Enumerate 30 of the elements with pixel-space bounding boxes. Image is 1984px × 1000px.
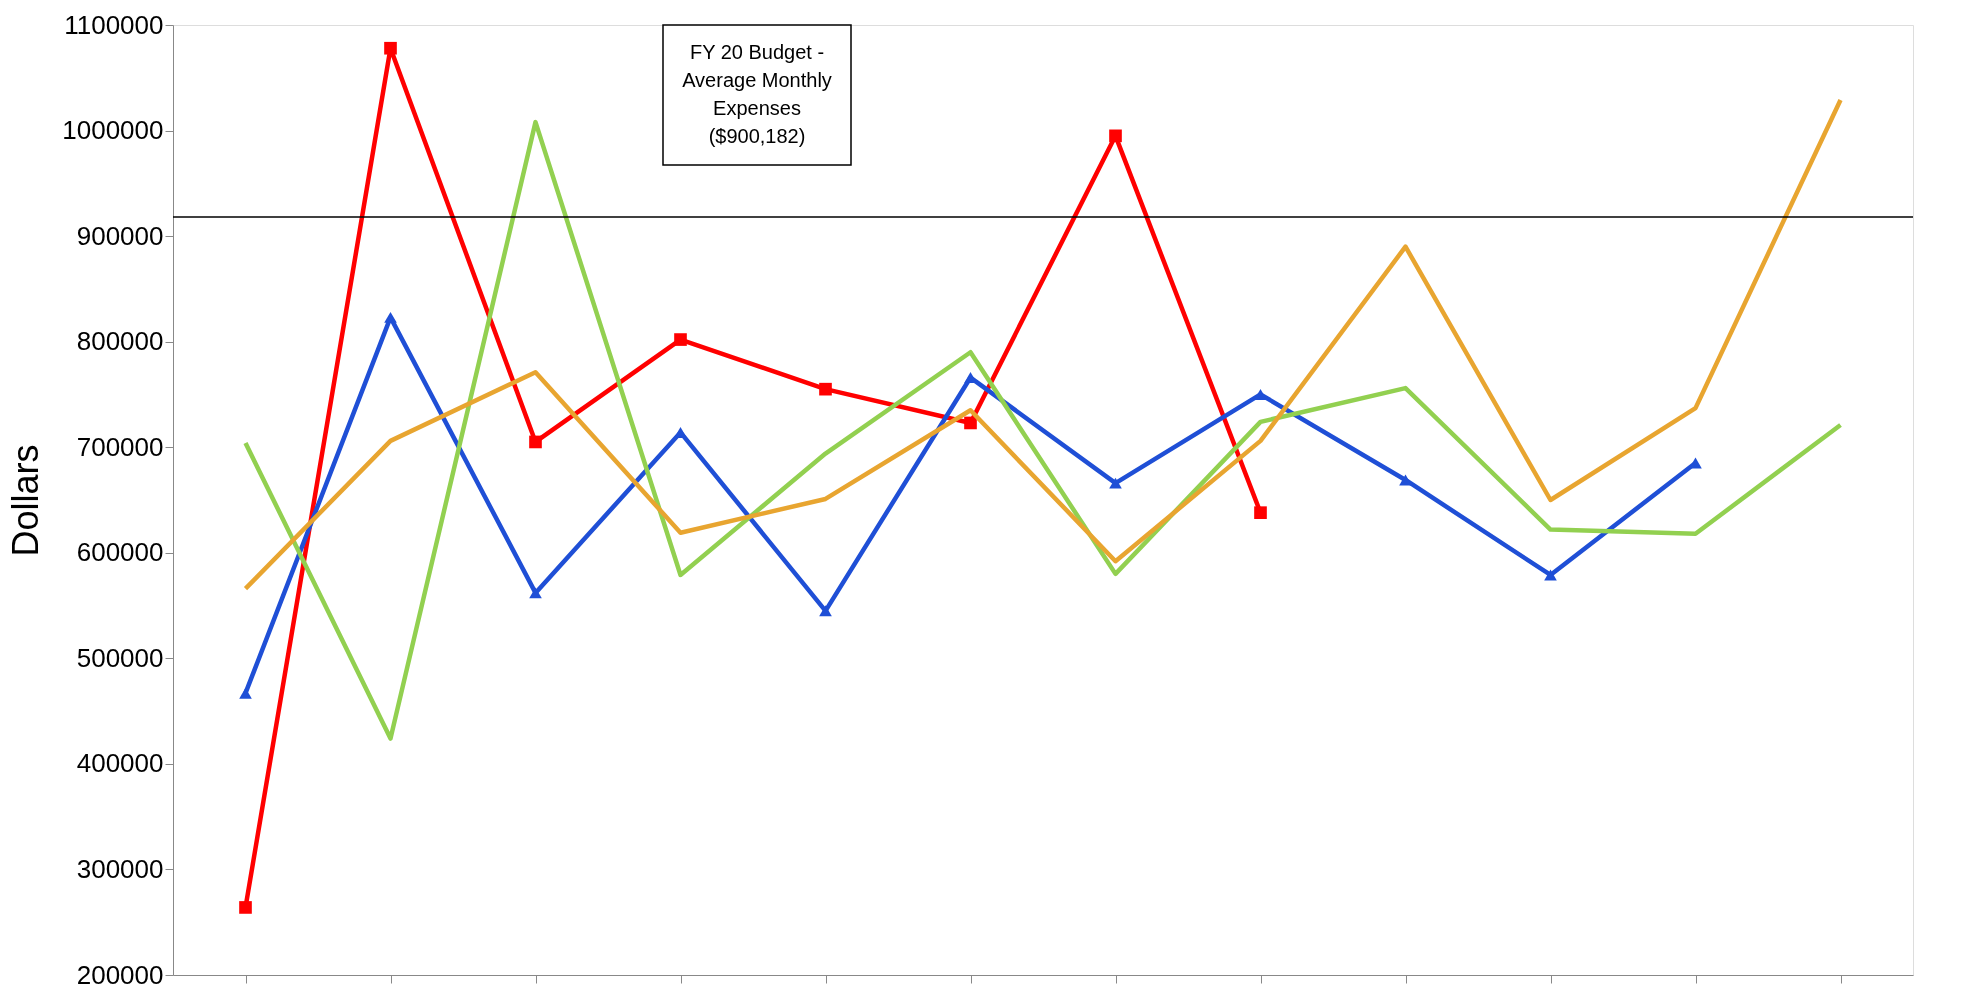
point (239, 901, 252, 914)
y-tick-label: 900000 (76, 220, 164, 251)
line-series (243, 119, 1843, 741)
point (529, 587, 542, 599)
y-tick-label: 1100000 (64, 9, 164, 40)
point (1254, 388, 1267, 400)
point (1254, 506, 1267, 519)
point (384, 41, 397, 55)
y-tick-label: 1000000 (62, 115, 164, 146)
y-tick-label: 400000 (76, 748, 164, 779)
point (819, 382, 832, 396)
y-tick-label: 300000 (76, 853, 164, 884)
point (964, 416, 977, 430)
y-tick-label: 500000 (76, 642, 164, 673)
point (1109, 477, 1122, 489)
y-tick-label: 700000 (76, 431, 164, 462)
ref-line-label: FY 20 Budget - Average Monthly Expenses ($900,182) (682, 41, 832, 147)
point (674, 333, 687, 346)
y-axis-title: Dollars (5, 444, 47, 557)
line-series (243, 97, 1843, 591)
point (1109, 129, 1122, 143)
point (384, 311, 397, 323)
y-tick-label: 600000 (76, 537, 164, 568)
y-tick-label: 800000 (76, 326, 164, 357)
y-tick-label: 200000 (76, 959, 164, 990)
point (239, 687, 252, 699)
point (529, 435, 542, 449)
point (1544, 569, 1557, 581)
point (819, 605, 832, 617)
point (1399, 474, 1412, 486)
